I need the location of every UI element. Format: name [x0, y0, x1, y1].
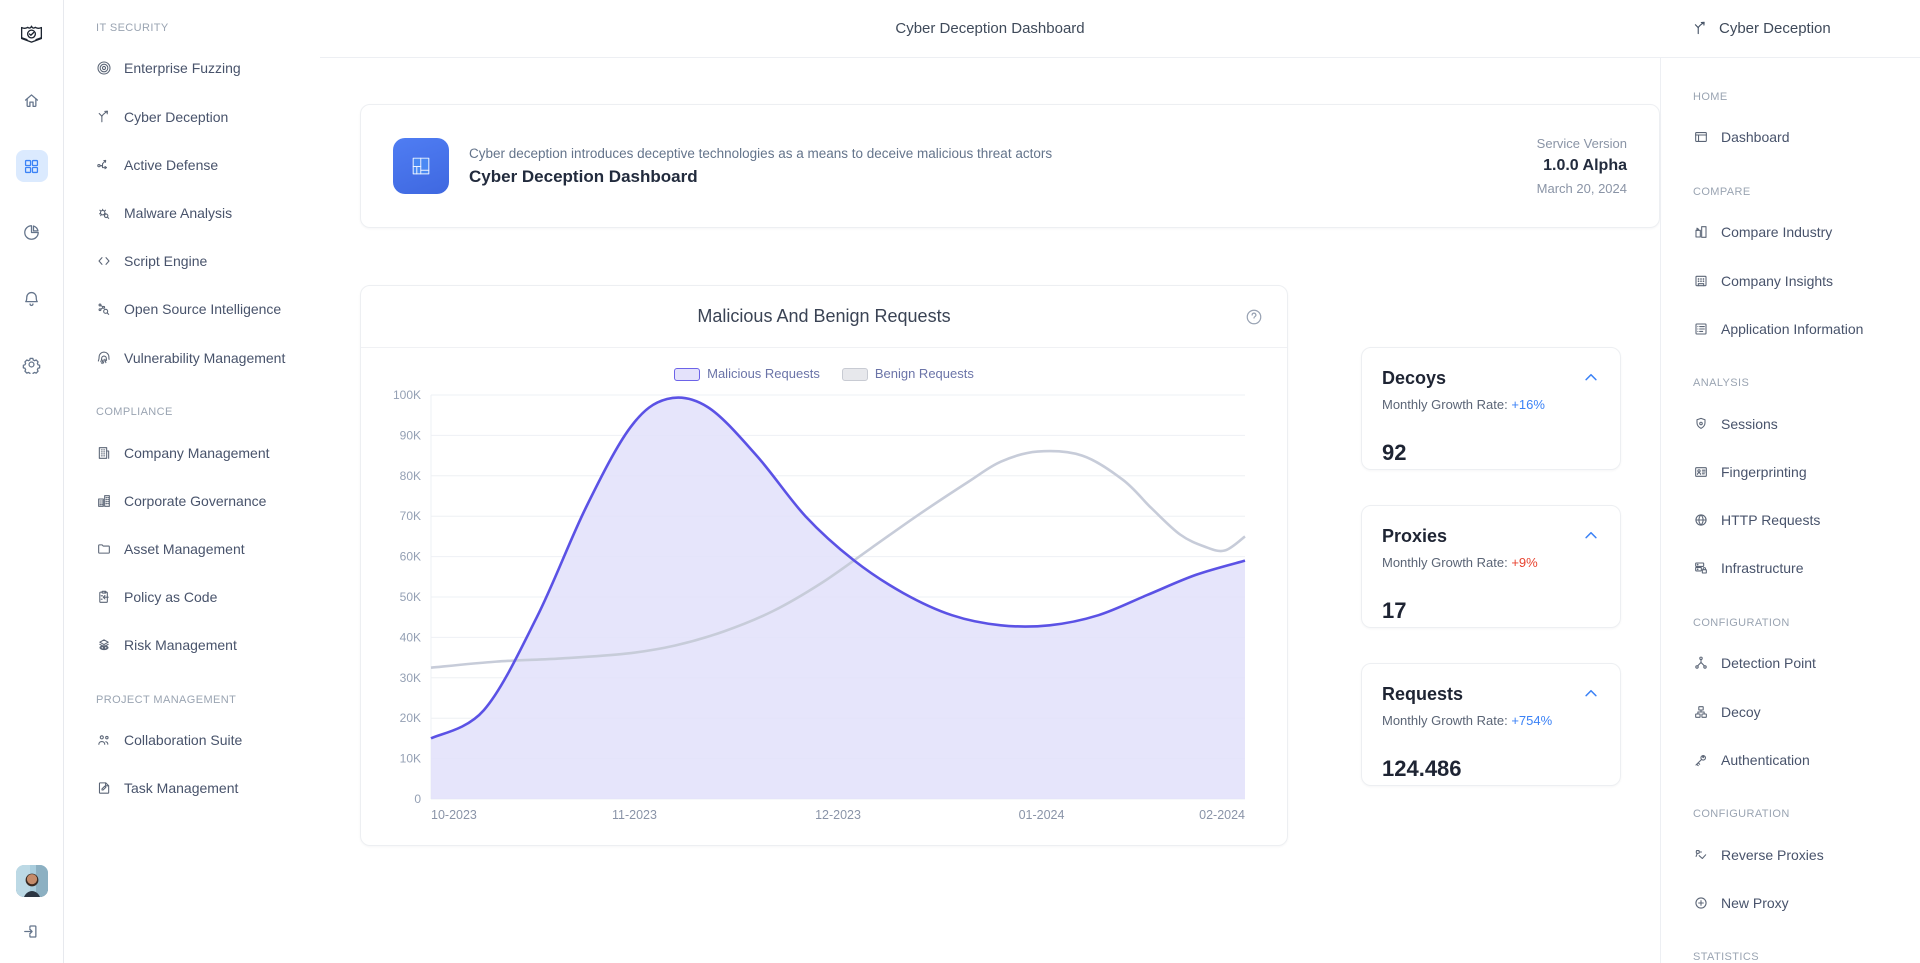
svg-text:11-2023: 11-2023: [612, 808, 657, 822]
svg-text:20K: 20K: [400, 711, 421, 725]
svg-text:80K: 80K: [400, 469, 421, 483]
svg-text:02-2024: 02-2024: [1199, 808, 1245, 822]
svg-text:30K: 30K: [400, 671, 421, 685]
svg-text:01-2024: 01-2024: [1019, 808, 1065, 822]
svg-text:90K: 90K: [400, 428, 421, 442]
svg-text:60K: 60K: [400, 550, 421, 564]
svg-text:50K: 50K: [400, 590, 421, 604]
svg-text:10-2023: 10-2023: [431, 808, 477, 822]
svg-text:0: 0: [414, 792, 421, 806]
svg-text:40K: 40K: [400, 630, 421, 644]
svg-text:100K: 100K: [393, 388, 421, 402]
svg-text:10K: 10K: [400, 752, 421, 766]
svg-text:12-2023: 12-2023: [815, 808, 861, 822]
svg-text:70K: 70K: [400, 509, 421, 523]
